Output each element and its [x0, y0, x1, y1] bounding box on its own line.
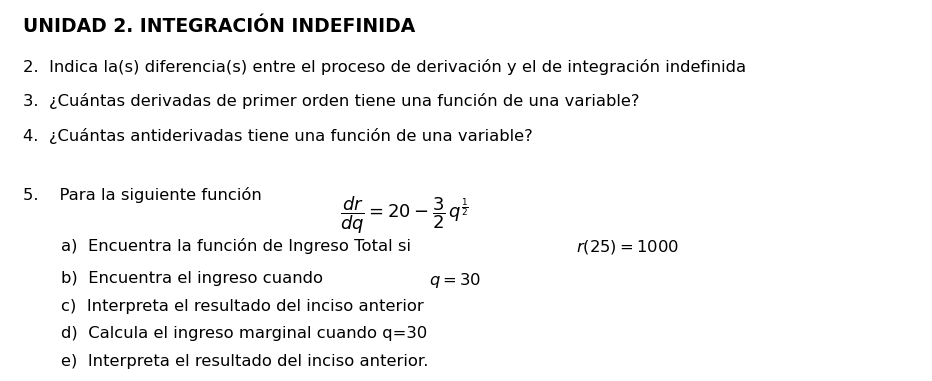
Text: a)  Encuentra la función de Ingreso Total si: a) Encuentra la función de Ingreso Total…: [61, 238, 411, 254]
Text: b)  Encuentra el ingreso cuando: b) Encuentra el ingreso cuando: [61, 271, 322, 285]
Text: $q = 30$: $q = 30$: [429, 271, 481, 290]
Text: 4.  ¿Cuántas antiderivadas tiene una función de una variable?: 4. ¿Cuántas antiderivadas tiene una func…: [23, 128, 533, 144]
Text: $r(25) = 1000$: $r(25) = 1000$: [576, 238, 679, 256]
Text: e)  Interpreta el resultado del inciso anterior.: e) Interpreta el resultado del inciso an…: [61, 354, 428, 369]
Text: c)  Interpreta el resultado del inciso anterior: c) Interpreta el resultado del inciso an…: [61, 299, 423, 314]
Text: 5.    Para la siguiente función: 5. Para la siguiente función: [23, 187, 262, 203]
Text: $\dfrac{dr}{dq} = 20 - \dfrac{3}{2}\,q^{\frac{1}{2}}$: $\dfrac{dr}{dq} = 20 - \dfrac{3}{2}\,q^{…: [340, 194, 469, 236]
Text: 3.  ¿Cuántas derivadas de primer orden tiene una función de una variable?: 3. ¿Cuántas derivadas de primer orden ti…: [23, 93, 639, 109]
Text: d)  Calcula el ingreso marginal cuando q=30: d) Calcula el ingreso marginal cuando q=…: [61, 326, 427, 341]
Text: 2.  Indica la(s) diferencia(s) entre el proceso de derivación y el de integració: 2. Indica la(s) diferencia(s) entre el p…: [23, 59, 747, 75]
Text: UNIDAD 2. INTEGRACIÓN INDEFINIDA: UNIDAD 2. INTEGRACIÓN INDEFINIDA: [23, 17, 416, 36]
